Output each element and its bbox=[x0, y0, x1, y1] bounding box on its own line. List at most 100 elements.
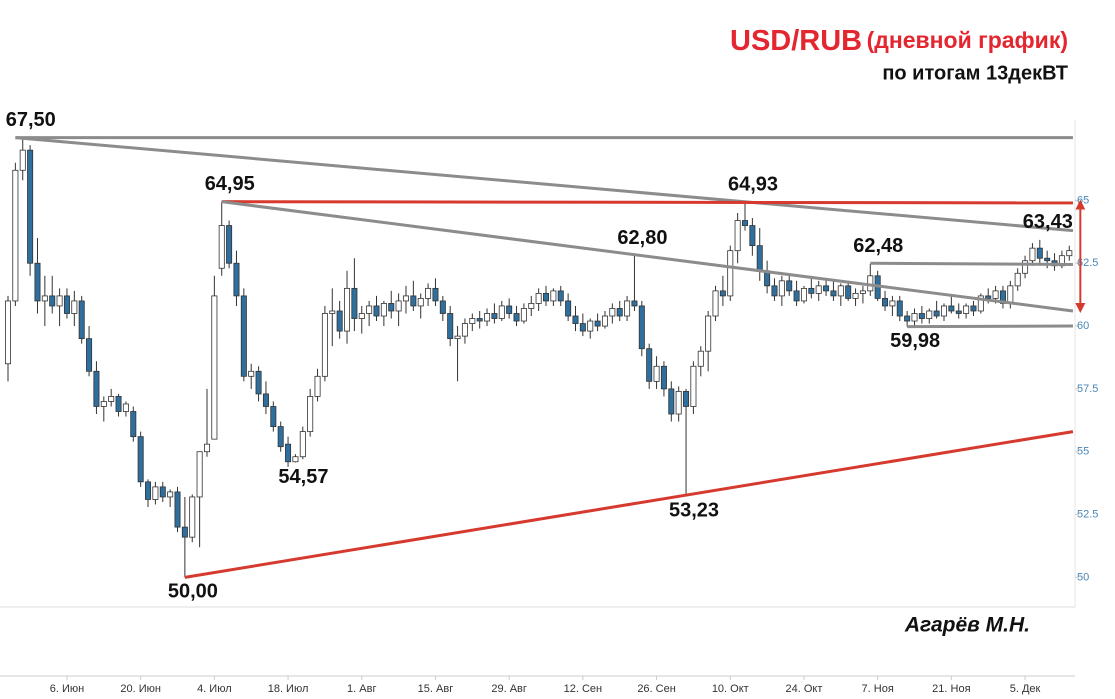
candle-body bbox=[719, 290, 726, 297]
candle-body bbox=[299, 431, 306, 458]
x-tick-label: 20. Июн bbox=[120, 683, 161, 695]
candle-body bbox=[933, 310, 940, 317]
candle-body bbox=[314, 375, 321, 397]
candle-body bbox=[373, 305, 380, 317]
candle-body bbox=[601, 315, 608, 327]
candle-body bbox=[1014, 272, 1021, 287]
candle-body bbox=[565, 300, 572, 317]
candle-body bbox=[167, 491, 174, 498]
candle-body bbox=[977, 295, 984, 312]
candle-body bbox=[78, 300, 85, 340]
candle-body bbox=[498, 305, 505, 319]
candle-body bbox=[985, 295, 992, 299]
candle-body bbox=[668, 388, 675, 415]
candle-body bbox=[889, 300, 896, 307]
price-annotation: 50,00 bbox=[168, 581, 218, 603]
candle-body bbox=[594, 320, 601, 327]
candle-body bbox=[624, 300, 631, 317]
candle-body bbox=[800, 287, 807, 302]
x-tick-label: 12. Сен bbox=[564, 683, 602, 695]
candle-body bbox=[712, 290, 719, 317]
candle-body bbox=[255, 370, 262, 395]
x-tick-label: 26. Сен bbox=[637, 683, 675, 695]
candle-body bbox=[948, 305, 955, 312]
candle-body bbox=[56, 295, 63, 307]
candle-body bbox=[410, 295, 417, 307]
candle-body bbox=[277, 426, 284, 448]
candle-body bbox=[196, 451, 203, 498]
candle-body bbox=[579, 323, 586, 332]
candle-body bbox=[808, 287, 815, 294]
candle-body bbox=[918, 313, 925, 319]
candle-body bbox=[130, 411, 137, 438]
candle-body bbox=[115, 396, 122, 412]
candle-body bbox=[218, 225, 225, 269]
candle-body bbox=[93, 370, 100, 407]
candle-body bbox=[447, 313, 454, 340]
candle-body bbox=[815, 285, 822, 294]
candle-body bbox=[108, 396, 115, 402]
candle-body bbox=[506, 305, 513, 314]
y-tick-label: 50 bbox=[1077, 571, 1089, 583]
candle-body bbox=[329, 310, 336, 314]
candle-body bbox=[1044, 257, 1051, 262]
trend-line bbox=[221, 200, 1073, 205]
candle-body bbox=[262, 393, 269, 407]
candle-body bbox=[351, 287, 358, 319]
candle-body bbox=[181, 526, 188, 538]
candle-body bbox=[86, 338, 93, 372]
candle-body bbox=[159, 486, 166, 498]
candle-body bbox=[395, 300, 402, 312]
candle-body bbox=[616, 308, 623, 317]
price-annotation: 54,57 bbox=[278, 466, 328, 488]
candle-body bbox=[550, 290, 557, 302]
candle-body bbox=[587, 320, 594, 332]
candle-body bbox=[904, 315, 911, 322]
candle-body bbox=[425, 287, 432, 299]
candle-body bbox=[535, 292, 542, 304]
candle-body bbox=[19, 149, 26, 171]
candle-body bbox=[690, 365, 697, 407]
candle-body bbox=[1007, 285, 1014, 304]
y-tick-label: 65 bbox=[1077, 194, 1089, 206]
subtitle: по итогам 13декВТ bbox=[882, 62, 1068, 84]
price-annotation: 62,80 bbox=[617, 227, 667, 249]
candle-body bbox=[402, 295, 409, 302]
candle-body bbox=[1029, 247, 1036, 262]
title-main: USD/RUB bbox=[730, 25, 862, 57]
candle-body bbox=[513, 313, 520, 322]
candle-body bbox=[100, 401, 107, 407]
candle-body bbox=[469, 318, 476, 324]
candle-body bbox=[793, 290, 800, 302]
price-annotation: 64,95 bbox=[205, 173, 255, 195]
candle-body bbox=[631, 300, 638, 307]
candle-body bbox=[786, 280, 793, 292]
candle-body bbox=[145, 481, 152, 500]
candle-body bbox=[845, 285, 852, 299]
candle-body bbox=[528, 303, 535, 309]
candle-body bbox=[653, 365, 660, 382]
candle-body bbox=[638, 305, 645, 350]
x-tick-label: 1. Авг bbox=[347, 683, 376, 695]
price-annotation: 63,43 bbox=[1023, 211, 1073, 233]
candle-body bbox=[572, 315, 579, 324]
candle-body bbox=[240, 295, 247, 377]
candle-body bbox=[137, 436, 144, 483]
candle-body bbox=[734, 220, 741, 252]
candle-body bbox=[882, 298, 889, 307]
candle-body bbox=[248, 370, 255, 377]
candle-body bbox=[63, 295, 70, 314]
candle-body bbox=[660, 365, 667, 390]
price-annotation: 59,98 bbox=[890, 330, 940, 352]
candle-body bbox=[992, 290, 999, 299]
price-annotation: 62,48 bbox=[853, 235, 903, 257]
candle-body bbox=[34, 262, 41, 302]
candle-body bbox=[476, 318, 483, 322]
x-tick-label: 5. Дек bbox=[1010, 683, 1041, 695]
candle-body bbox=[439, 300, 446, 314]
candle-body bbox=[71, 300, 78, 314]
candle-body bbox=[122, 403, 129, 412]
candle-body bbox=[955, 310, 962, 314]
